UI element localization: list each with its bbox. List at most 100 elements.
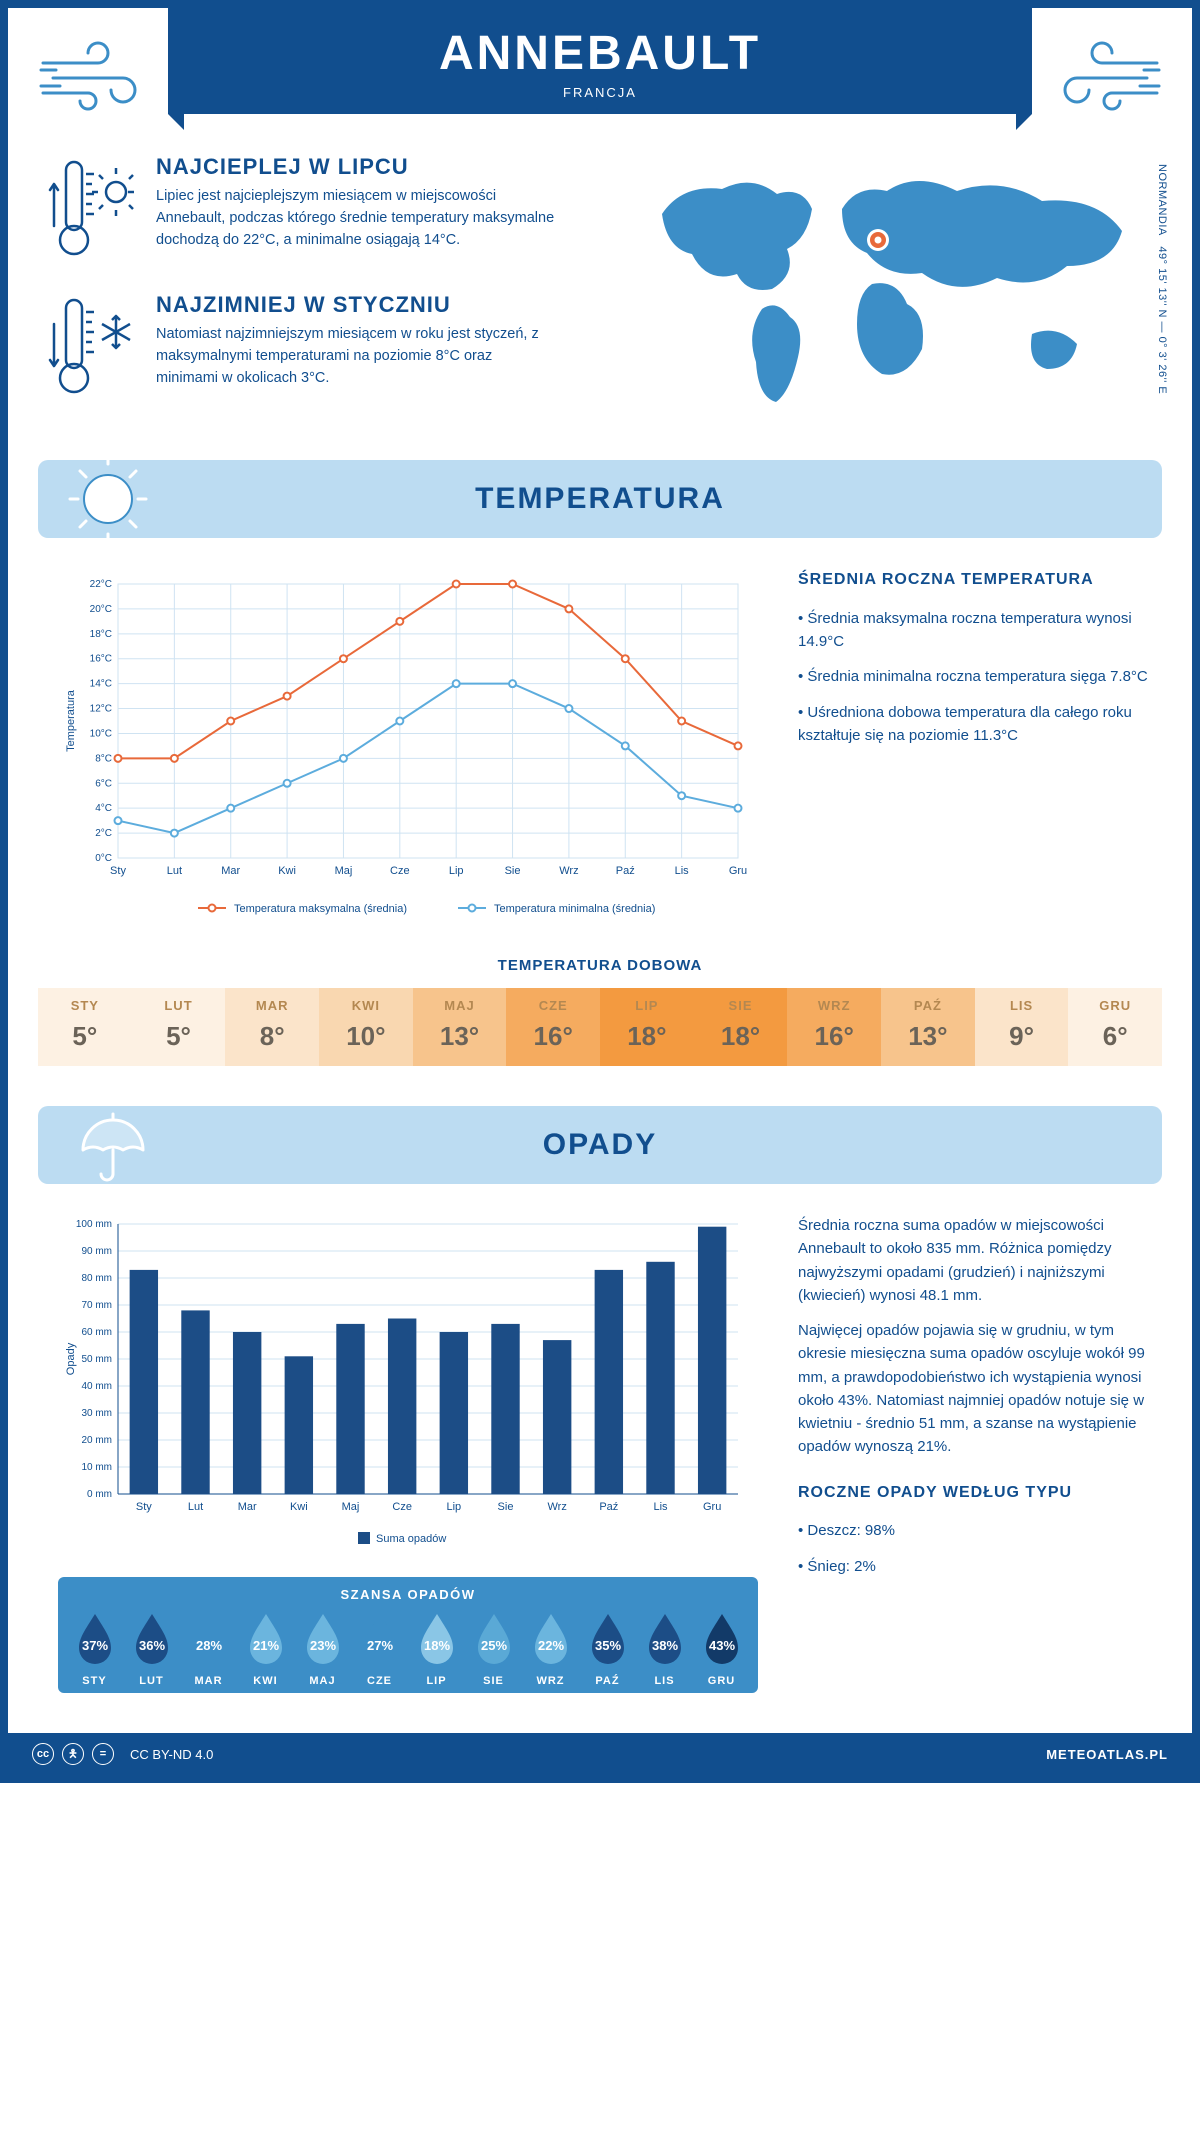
svg-text:8°C: 8°C bbox=[95, 753, 112, 764]
svg-text:Wrz: Wrz bbox=[559, 865, 578, 877]
svg-text:Sie: Sie bbox=[498, 1501, 514, 1513]
svg-text:30 mm: 30 mm bbox=[81, 1408, 112, 1419]
drop-cell: 43% GRU bbox=[693, 1610, 750, 1687]
svg-text:Kwi: Kwi bbox=[278, 865, 296, 877]
warmest-text: Lipiec jest najcieplejszym miesiącem w m… bbox=[156, 186, 556, 251]
svg-text:Gru: Gru bbox=[729, 865, 747, 877]
svg-text:0 mm: 0 mm bbox=[87, 1489, 112, 1500]
svg-text:70 mm: 70 mm bbox=[81, 1300, 112, 1311]
page-footer: cc 🯅 = CC BY-ND 4.0 METEOATLAS.PL bbox=[8, 1733, 1192, 1775]
city-title: ANNEBAULT bbox=[168, 26, 1032, 81]
site-label: METEOATLAS.PL bbox=[1046, 1747, 1168, 1762]
license-label: CC BY-ND 4.0 bbox=[130, 1747, 213, 1762]
daily-cell: LIS9° bbox=[975, 988, 1069, 1066]
svg-text:20°C: 20°C bbox=[90, 604, 112, 615]
country-label: FRANCJA bbox=[168, 85, 1032, 100]
svg-text:50 mm: 50 mm bbox=[81, 1354, 112, 1365]
daily-temp-title: TEMPERATURA DOBOWA bbox=[8, 957, 1192, 974]
svg-text:Lut: Lut bbox=[167, 865, 182, 877]
drop-cell: 27% CZE bbox=[351, 1610, 408, 1687]
thermometer-hot-icon bbox=[48, 154, 138, 264]
svg-text:100 mm: 100 mm bbox=[76, 1219, 112, 1230]
coldest-block: NAJZIMNIEJ W STYCZNIU Natomiast najzimni… bbox=[48, 292, 602, 402]
drop-cell: 23% MAJ bbox=[294, 1610, 351, 1687]
svg-text:25%: 25% bbox=[480, 1638, 506, 1653]
svg-text:Cze: Cze bbox=[392, 1501, 412, 1513]
svg-text:2°C: 2°C bbox=[95, 828, 112, 839]
drop-cell: 18% LIP bbox=[408, 1610, 465, 1687]
drop-cell: 22% WRZ bbox=[522, 1610, 579, 1687]
svg-text:Gru: Gru bbox=[703, 1501, 721, 1513]
svg-text:Sty: Sty bbox=[136, 1501, 152, 1513]
svg-text:Maj: Maj bbox=[342, 1501, 360, 1513]
svg-text:Sie: Sie bbox=[505, 865, 521, 877]
wind-icon bbox=[38, 38, 158, 118]
sun-icon bbox=[68, 454, 158, 544]
svg-text:Lis: Lis bbox=[653, 1501, 668, 1513]
daily-cell: GRU6° bbox=[1068, 988, 1162, 1066]
world-map: NORMANDIA 49° 15' 13'' N — 0° 3' 26'' E bbox=[632, 154, 1152, 430]
coordinates: NORMANDIA 49° 15' 13'' N — 0° 3' 26'' E bbox=[1156, 164, 1168, 394]
svg-text:35%: 35% bbox=[594, 1638, 620, 1653]
svg-text:Sty: Sty bbox=[110, 865, 126, 877]
svg-text:Paź: Paź bbox=[599, 1501, 618, 1513]
svg-text:80 mm: 80 mm bbox=[81, 1273, 112, 1284]
svg-text:43%: 43% bbox=[708, 1638, 734, 1653]
svg-text:28%: 28% bbox=[195, 1638, 221, 1653]
drop-cell: 38% LIS bbox=[636, 1610, 693, 1687]
svg-text:Lip: Lip bbox=[449, 865, 464, 877]
svg-text:Wrz: Wrz bbox=[547, 1501, 566, 1513]
drop-cell: 35% PAŹ bbox=[579, 1610, 636, 1687]
svg-text:18%: 18% bbox=[423, 1638, 449, 1653]
svg-text:20 mm: 20 mm bbox=[81, 1435, 112, 1446]
svg-text:Cze: Cze bbox=[390, 865, 410, 877]
svg-text:36%: 36% bbox=[138, 1638, 164, 1653]
svg-text:18°C: 18°C bbox=[90, 629, 112, 640]
svg-text:Temperatura maksymalna (średni: Temperatura maksymalna (średnia) bbox=[234, 903, 407, 915]
svg-text:40 mm: 40 mm bbox=[81, 1381, 112, 1392]
umbrella-icon bbox=[68, 1100, 158, 1190]
coldest-text: Natomiast najzimniejszym miesiącem w rok… bbox=[156, 324, 556, 389]
thermometer-cold-icon bbox=[48, 292, 138, 402]
svg-text:90 mm: 90 mm bbox=[81, 1246, 112, 1257]
svg-text:0°C: 0°C bbox=[95, 853, 112, 864]
by-icon: 🯅 bbox=[62, 1743, 84, 1765]
svg-text:38%: 38% bbox=[651, 1638, 677, 1653]
temperature-line-chart: 0°C2°C4°C6°C8°C10°C12°C14°C16°C18°C20°C2… bbox=[58, 568, 758, 928]
svg-text:27%: 27% bbox=[366, 1638, 392, 1653]
svg-text:Temperatura minimalna (średnia: Temperatura minimalna (średnia) bbox=[494, 903, 655, 915]
svg-text:10 mm: 10 mm bbox=[81, 1462, 112, 1473]
svg-text:12°C: 12°C bbox=[90, 704, 112, 715]
daily-cell: PAŹ13° bbox=[881, 988, 975, 1066]
svg-text:22%: 22% bbox=[537, 1638, 563, 1653]
svg-text:Lip: Lip bbox=[446, 1501, 461, 1513]
daily-cell: MAR8° bbox=[225, 988, 319, 1066]
svg-text:23%: 23% bbox=[309, 1638, 335, 1653]
drop-cell: 36% LUT bbox=[123, 1610, 180, 1687]
daily-cell: CZE16° bbox=[506, 988, 600, 1066]
precipitation-chance-panel: SZANSA OPADÓW 37% STY 36% LUT 28% MAR 21… bbox=[58, 1577, 758, 1693]
svg-text:10°C: 10°C bbox=[90, 728, 112, 739]
daily-cell: WRZ16° bbox=[787, 988, 881, 1066]
section-precipitation: OPADY bbox=[38, 1106, 1162, 1184]
svg-text:Lis: Lis bbox=[675, 865, 690, 877]
drop-cell: 21% KWI bbox=[237, 1610, 294, 1687]
svg-text:Maj: Maj bbox=[335, 865, 353, 877]
svg-text:4°C: 4°C bbox=[95, 803, 112, 814]
svg-text:Temperatura: Temperatura bbox=[65, 689, 77, 752]
svg-text:6°C: 6°C bbox=[95, 778, 112, 789]
daily-cell: LUT5° bbox=[132, 988, 226, 1066]
nd-icon: = bbox=[92, 1743, 114, 1765]
daily-cell: SIE18° bbox=[694, 988, 788, 1066]
temperature-summary: ŚREDNIA ROCZNA TEMPERATURA • Średnia mak… bbox=[798, 568, 1158, 933]
warmest-title: NAJCIEPLEJ W LIPCU bbox=[156, 154, 556, 180]
svg-text:Lut: Lut bbox=[188, 1501, 203, 1513]
svg-text:Kwi: Kwi bbox=[290, 1501, 308, 1513]
svg-text:16°C: 16°C bbox=[90, 654, 112, 665]
precipitation-bar-chart: 0 mm10 mm20 mm30 mm40 mm50 mm60 mm70 mm8… bbox=[58, 1214, 758, 1554]
drop-cell: 37% STY bbox=[66, 1610, 123, 1687]
daily-temp-table: STY5°LUT5°MAR8°KWI10°MAJ13°CZE16°LIP18°S… bbox=[38, 988, 1162, 1066]
coldest-title: NAJZIMNIEJ W STYCZNIU bbox=[156, 292, 556, 318]
precipitation-summary: Średnia roczna suma opadów w miejscowośc… bbox=[798, 1214, 1158, 1693]
svg-text:Opady: Opady bbox=[65, 1342, 77, 1375]
